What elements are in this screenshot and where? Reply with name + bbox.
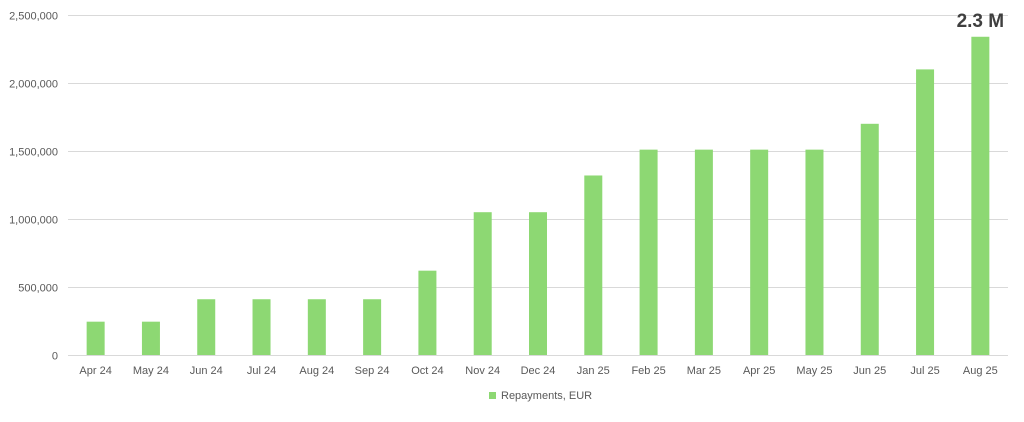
bar (197, 299, 216, 355)
x-tick-label: Apr 24 (79, 365, 111, 377)
x-tick-label: Aug 24 (299, 365, 334, 377)
y-tick-label: 2,500,000 (9, 11, 58, 23)
bar (86, 321, 105, 355)
y-tick-label: 500,000 (18, 283, 58, 295)
bar (916, 69, 935, 356)
bar (141, 321, 160, 355)
legend-swatch (489, 392, 496, 399)
bar (252, 299, 271, 355)
y-tick-label: 0 (52, 351, 58, 363)
bar (418, 270, 437, 355)
x-tick-label: Jul 25 (910, 365, 939, 377)
x-tick-label: Jun 25 (853, 365, 886, 377)
bar (860, 123, 879, 355)
y-axis-tick-labels: 0 500,000 1,000,000 1,500,000 2,000,000 2,500… (9, 11, 58, 363)
annotations: 2.3 M (957, 11, 1005, 32)
bar (529, 212, 547, 355)
x-tick-label: Apr 25 (743, 365, 775, 377)
x-tick-label: Jun 24 (190, 365, 223, 377)
x-tick-label: Sep 24 (355, 365, 390, 377)
bar (750, 149, 769, 355)
y-tick-label: 2,000,000 (9, 79, 58, 91)
x-tick-label: Mar 25 (687, 365, 721, 377)
x-tick-label: Dec 24 (521, 365, 556, 377)
x-tick-label: Jan 25 (577, 365, 610, 377)
bar (473, 212, 492, 355)
bar (307, 299, 326, 355)
bar (694, 149, 713, 355)
legend-label: Repayments, EUR (501, 390, 592, 402)
x-tick-label: May 24 (133, 365, 169, 377)
legend: Repayments, EUR (489, 390, 592, 402)
y-tick-label: 1,500,000 (9, 147, 58, 159)
bar (584, 175, 603, 355)
data-callout-label: 2.3 M (957, 11, 1005, 32)
bar (805, 149, 824, 355)
x-tick-label: Feb 25 (631, 365, 665, 377)
bar-series (86, 36, 990, 356)
y-tick-label: 1,000,000 (9, 215, 58, 227)
bar (363, 299, 382, 355)
x-axis-tick-labels: Apr 24 May 24 Jun 24 Jul 24 Aug 24 Sep 24 Oct … (79, 365, 997, 377)
x-tick-label: Aug 25 (963, 365, 998, 377)
x-tick-label: May 25 (796, 365, 832, 377)
x-tick-label: Nov 24 (465, 365, 500, 377)
bar (971, 36, 990, 355)
x-tick-label: Oct 24 (411, 365, 443, 377)
bar (639, 149, 658, 355)
x-tick-label: Jul 24 (247, 365, 276, 377)
